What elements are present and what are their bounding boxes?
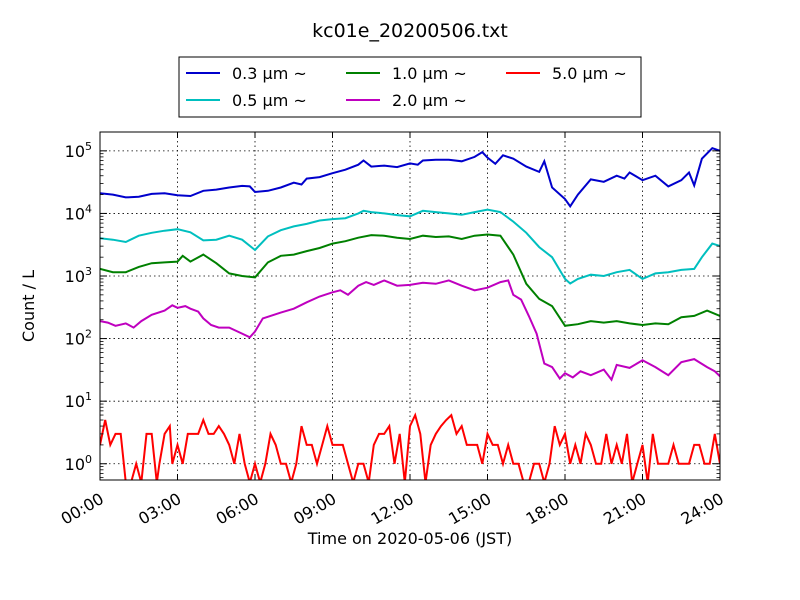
y-tick-base: 10 (65, 330, 85, 349)
series-line-1 (100, 208, 720, 285)
legend: 0.3 μm ~ 0.5 μm ~ 1.0 μm ~ 2.0 μm ~ 5.0 μm ~ (178, 56, 642, 118)
series-line-2 (100, 233, 720, 327)
series-layer (100, 147, 720, 480)
chart-title: kc01e_20200506.txt (312, 20, 508, 42)
y-tick-base: 10 (65, 267, 85, 286)
series-line-3 (100, 279, 720, 382)
y-tick-base: 10 (65, 392, 85, 411)
y-tick-exponent: 4 (85, 202, 92, 215)
series-line-0 (100, 147, 720, 209)
y-tick-label: 104 (65, 202, 92, 223)
legend-label-2: 1.0 μm ~ (392, 64, 467, 83)
y-tick-base: 10 (65, 455, 85, 474)
y-tick-base: 10 (65, 142, 85, 161)
legend-label-0: 0.3 μm ~ (232, 64, 307, 83)
legend-label-4: 5.0 μm ~ (552, 64, 627, 83)
axis-ticks (99, 132, 721, 480)
y-tick-label: 101 (65, 390, 92, 411)
series-line-4 (100, 412, 720, 480)
y-tick-label: 103 (65, 265, 92, 286)
y-tick-exponent: 2 (85, 328, 92, 341)
y-axis-label: Count / L (19, 270, 38, 342)
y-tick-exponent: 5 (85, 140, 92, 153)
y-tick-label: 100 (65, 453, 92, 474)
legend-label-3: 2.0 μm ~ (392, 91, 467, 110)
x-axis-label: Time on 2020-05-06 (JST) (307, 529, 512, 548)
y-tick-label: 105 (65, 140, 92, 161)
y-tick-exponent: 3 (85, 265, 92, 278)
legend-label-1: 0.5 μm ~ (232, 91, 307, 110)
y-tick-label: 102 (65, 328, 92, 349)
y-tick-exponent: 0 (85, 453, 92, 466)
legend-frame (178, 56, 642, 118)
y-tick-exponent: 1 (85, 390, 92, 403)
y-tick-base: 10 (65, 204, 85, 223)
